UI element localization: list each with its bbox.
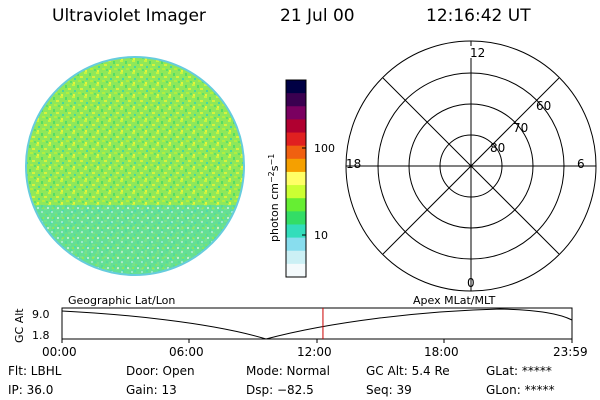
timeline-xtick-1200: 12:00 — [297, 345, 332, 359]
glat-value: GLat: ***** — [486, 364, 552, 378]
colorbar-segment — [286, 158, 306, 173]
colorbar-segment — [286, 237, 306, 252]
colorbar-segment — [286, 106, 306, 120]
mlat-label-70: 70 — [513, 121, 528, 135]
colorbar-segment — [286, 263, 306, 278]
colorbar-segment — [286, 250, 306, 265]
colorbar-segment — [286, 132, 306, 147]
date-label: 21 Jul 00 — [280, 6, 355, 26]
timeline-ytick-top: 9.0 — [32, 308, 50, 321]
mlt-label-12: 12 — [470, 46, 485, 60]
colorbar-segment — [286, 211, 306, 225]
colorbar-segment — [286, 80, 306, 94]
colorbar-segment — [286, 224, 306, 239]
time-label: 12:16:42 UT — [426, 6, 531, 26]
timeline-xticks — [61, 339, 573, 343]
timeline-left-title: Geographic Lat/Lon — [68, 294, 175, 307]
door-value: Door: Open — [126, 364, 195, 378]
gc-alt-value: GC Alt: 5.4 Re — [366, 364, 450, 378]
timeline-ytick-bottom: 1.8 — [32, 329, 50, 342]
colorbar-tick-label-10: 10 — [314, 229, 328, 242]
seq-value: Seq: 39 — [366, 383, 412, 397]
timeline-xtick-2359: 23:59 — [553, 345, 588, 359]
colorbar-segment — [286, 185, 306, 199]
colorbar-segment — [286, 171, 306, 186]
colorbar-segment — [286, 119, 306, 134]
colorbar-unit-label: photon cm−2s−1 — [267, 154, 281, 242]
uv-earth-image — [25, 56, 245, 276]
timeline-frame — [61, 307, 573, 340]
colorbar-segment — [286, 93, 306, 107]
mode-value: Mode: Normal — [246, 364, 330, 378]
timeline-right-title: Apex MLat/MLT — [413, 294, 496, 307]
color-scale-bar — [286, 80, 306, 278]
timeline-xtick-0600: 06:00 — [169, 345, 204, 359]
status-panel: Flt: LBHL IP: 36.0 Door: Open Gain: 13 M… — [8, 364, 555, 397]
glon-value: GLon: ***** — [486, 383, 555, 397]
instrument-title: Ultraviolet Imager — [52, 6, 206, 26]
mlt-label-6: 6 — [577, 157, 585, 171]
mlt-label-0: 0 — [467, 276, 475, 290]
color-scale-frame — [285, 79, 307, 278]
gain-value: Gain: 13 — [126, 383, 177, 397]
timeline-ylabel: GC Alt — [13, 308, 26, 343]
filter-value: Flt: LBHL — [8, 364, 62, 378]
mlt-label-18: 18 — [346, 157, 361, 171]
colorbar-segment — [286, 145, 306, 160]
timeline-xtick-1800: 18:00 — [424, 345, 459, 359]
mlat-label-60: 60 — [536, 99, 551, 113]
colorbar-segment — [286, 198, 306, 212]
mlat-label-80: 80 — [490, 141, 505, 155]
dsp-value: Dsp: −82.5 — [246, 383, 314, 397]
timeline-xtick-0000: 00:00 — [42, 345, 77, 359]
colorbar-tick-label-100: 100 — [314, 142, 335, 155]
ip-value: IP: 36.0 — [8, 383, 53, 397]
polar-grid — [345, 40, 597, 292]
orbit-altitude-curve — [61, 308, 573, 340]
